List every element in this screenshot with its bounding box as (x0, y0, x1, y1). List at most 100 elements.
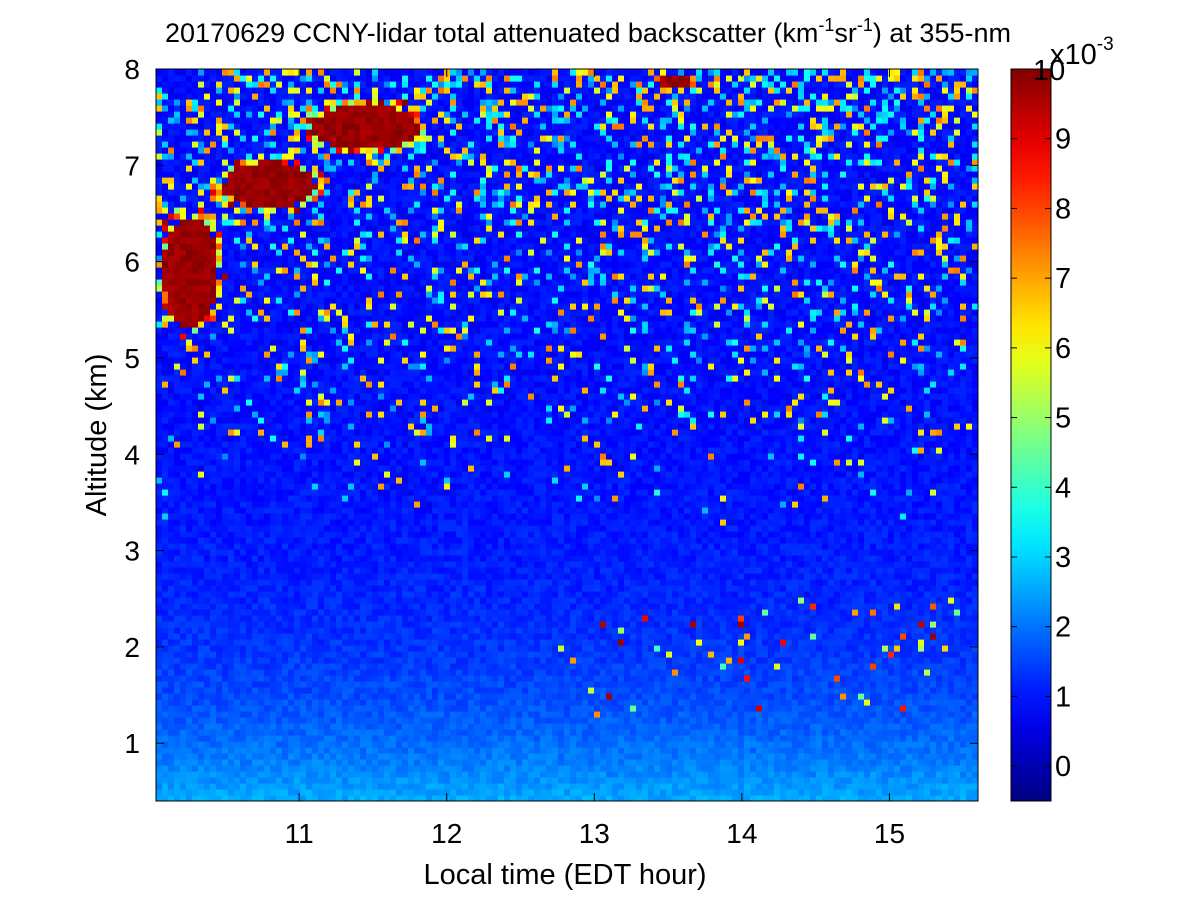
heatmap-cell (354, 723, 361, 730)
heatmap-cell (162, 135, 169, 142)
heatmap-cell (240, 693, 247, 700)
heatmap-cell (372, 723, 379, 730)
heatmap-cell (366, 81, 373, 88)
heatmap-cell (300, 189, 307, 196)
heatmap-cell (336, 585, 343, 592)
heatmap-cell (240, 183, 247, 190)
heatmap-cell (336, 651, 343, 658)
heatmap-cell (300, 723, 307, 730)
heatmap-cell (294, 441, 301, 448)
heatmap-cell (252, 639, 259, 646)
heatmap-cell (180, 435, 187, 442)
heatmap-cell (186, 615, 193, 622)
heatmap-cell (210, 603, 217, 610)
heatmap-cell (216, 705, 223, 712)
heatmap-cell (342, 699, 349, 706)
heatmap-cell (360, 693, 367, 700)
heatmap-cell (360, 453, 367, 460)
heatmap-cell (294, 465, 301, 472)
heatmap-cell (366, 537, 373, 544)
heatmap-cell (198, 345, 205, 352)
heatmap-cell (294, 627, 301, 634)
heatmap-cell (186, 93, 193, 100)
heatmap-cell (294, 297, 301, 304)
heatmap-cell (264, 789, 271, 796)
heatmap-cell (192, 477, 199, 484)
heatmap-cell (192, 459, 199, 466)
heatmap-cell (330, 639, 337, 646)
heatmap-cell (198, 777, 205, 784)
heatmap-cell (252, 153, 259, 160)
heatmap-cell (192, 69, 199, 76)
heatmap-cell (174, 363, 181, 370)
heatmap-cell (390, 117, 397, 124)
heatmap-cell (168, 435, 175, 442)
heatmap-cell (300, 555, 307, 562)
heatmap-cell (156, 237, 163, 244)
heatmap-cell (396, 549, 403, 556)
heatmap-cell (342, 213, 349, 220)
heatmap-cell (378, 543, 385, 550)
heatmap-cell (288, 771, 295, 778)
heatmap-cell (354, 321, 361, 328)
heatmap-cell (162, 81, 169, 88)
heatmap-cell (258, 609, 265, 616)
heatmap-cell (396, 225, 403, 232)
heatmap-cell (324, 75, 331, 82)
heatmap-cell (378, 579, 385, 586)
heatmap-cell (360, 633, 367, 640)
heatmap-cell (384, 687, 391, 694)
heatmap-cell (378, 339, 385, 346)
heatmap-cell (348, 633, 355, 640)
heatmap-cell (354, 171, 361, 178)
heatmap-cell (390, 663, 397, 670)
heatmap-cell (186, 639, 193, 646)
heatmap-cell (198, 111, 205, 118)
heatmap-cell (216, 717, 223, 724)
heatmap-cell (216, 525, 223, 532)
heatmap-cell (324, 237, 331, 244)
heatmap-cell (306, 759, 313, 766)
heatmap-cell (228, 663, 235, 670)
heatmap-cell (216, 111, 223, 118)
heatmap-cell (282, 69, 289, 76)
heatmap-cell (324, 267, 331, 274)
heatmap-cell (336, 213, 343, 220)
heatmap-cell (240, 393, 247, 400)
heatmap-cell (186, 99, 193, 106)
heatmap-cell (378, 147, 385, 154)
heatmap-cell (168, 765, 175, 772)
heatmap-cell (234, 141, 241, 148)
heatmap-cell (228, 705, 235, 712)
heatmap-cell (276, 543, 283, 550)
heatmap-cell (318, 81, 325, 88)
heatmap-cell (192, 381, 199, 388)
heatmap-cell (270, 279, 277, 286)
heatmap-cell (216, 477, 223, 484)
heatmap-cell (348, 657, 355, 664)
heatmap-cell (246, 699, 253, 706)
heatmap-cell (324, 321, 331, 328)
heatmap-cell (342, 663, 349, 670)
heatmap-cell (192, 711, 199, 718)
heatmap-cell (294, 633, 301, 640)
heatmap-cell (252, 747, 259, 754)
heatmap-cell (324, 177, 331, 184)
heatmap-cell (270, 321, 277, 328)
heatmap-cell (192, 177, 199, 184)
heatmap-cell (222, 561, 229, 568)
heatmap-cell (294, 783, 301, 790)
heatmap-cell (300, 543, 307, 550)
heatmap-cell (174, 147, 181, 154)
heatmap-cell (228, 369, 235, 376)
heatmap-cell (192, 189, 199, 196)
heatmap-cell (366, 561, 373, 568)
heatmap-cell (198, 381, 205, 388)
heatmap-cell (354, 87, 361, 94)
heatmap-cell (366, 741, 373, 748)
heatmap-cell (174, 579, 181, 586)
heatmap-cell (282, 123, 289, 130)
heatmap-cell (192, 231, 199, 238)
heatmap-cell (228, 285, 235, 292)
heatmap-cell (258, 723, 265, 730)
